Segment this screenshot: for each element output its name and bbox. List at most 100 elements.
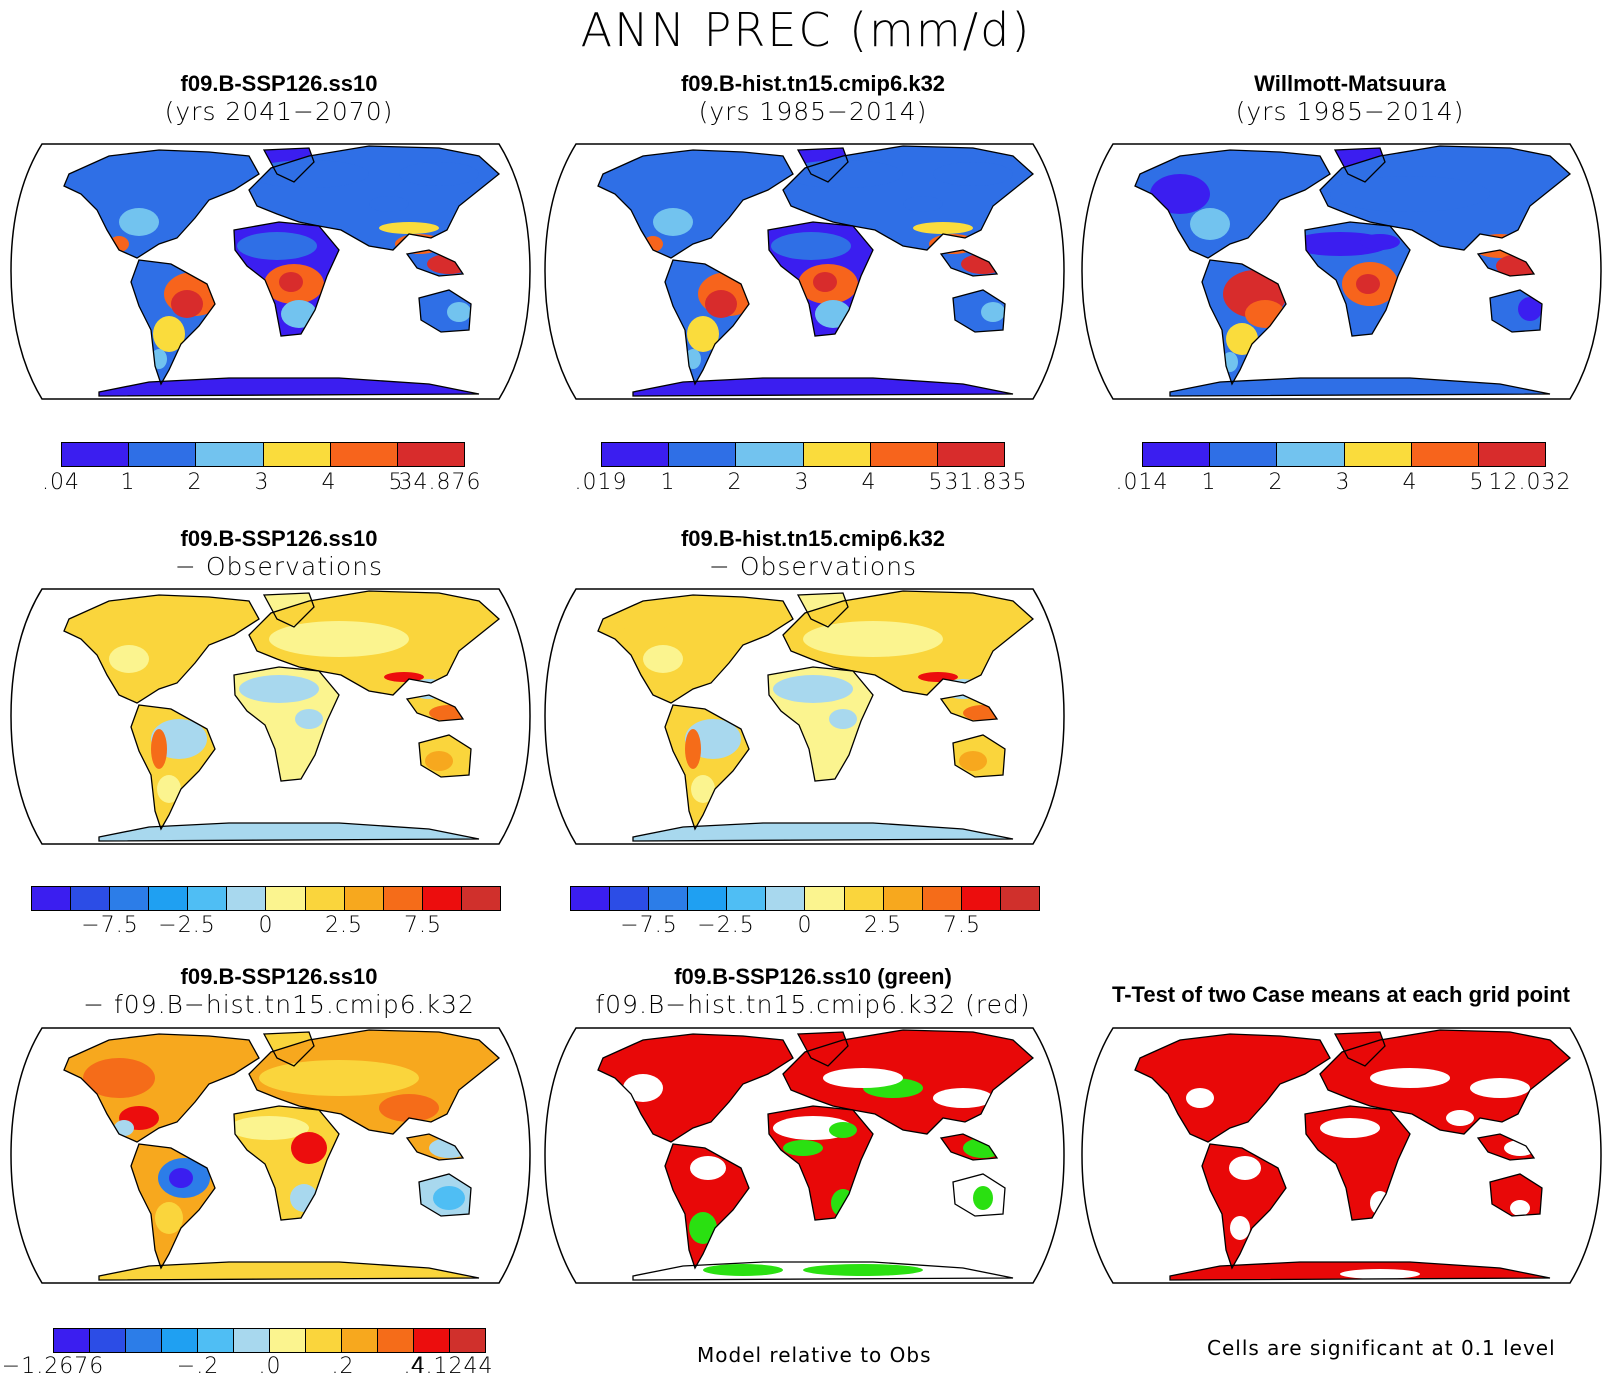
colorbar-tick-label: 3 <box>794 470 810 495</box>
panel-subtitle: f09.B−hist.tn15.cmip6.k32 (red) <box>595 990 1031 1019</box>
colorbar-swatch <box>227 887 267 910</box>
colorbar-tick-label: 4.1244 <box>410 1354 494 1379</box>
colorbar-swatch <box>1277 443 1345 466</box>
colorbar-tick-label: 4 <box>1402 470 1418 495</box>
colorbar-tick-label: 0 <box>797 913 813 938</box>
colorbar-tick-label: 2.5 <box>325 913 363 938</box>
colorbar-swatch <box>90 1329 126 1352</box>
colorbar <box>53 1328 486 1353</box>
panel-years: (yrs 1985−2014) <box>1235 97 1465 126</box>
footnote-significance: Cells are significant at 0.1 level <box>1207 1336 1556 1360</box>
colorbar-tick-label: 4 <box>321 470 337 495</box>
map-panel <box>1081 143 1602 400</box>
panel-case-name: f09.B-SSP126.ss10 (green) <box>674 964 952 989</box>
panel-case-name: f09.B-SSP126.ss10 <box>180 526 378 551</box>
colorbar-swatch <box>461 887 500 910</box>
colorbar-tick-label: .4 <box>403 1354 427 1379</box>
colorbar-swatch <box>937 443 1005 466</box>
colorbar <box>601 442 1005 467</box>
colorbar-tick-label: −1.2676 <box>1 1354 105 1379</box>
colorbar-tick-label: −7.5 <box>620 913 678 938</box>
colorbar-tick-label: 4 <box>861 470 877 495</box>
colorbar-swatch <box>306 1329 342 1352</box>
colorbar <box>31 886 501 911</box>
colorbar-swatch <box>883 887 923 910</box>
colorbar-swatch <box>422 887 462 910</box>
colorbar <box>570 886 1040 911</box>
panel-case-name: Willmott-Matsuura <box>1254 71 1446 96</box>
colorbar-tick-label: 7.5 <box>943 913 981 938</box>
colorbar-tick-label: −7.5 <box>81 913 139 938</box>
colorbar-swatch <box>32 887 72 910</box>
colorbar-tick-label: 2 <box>187 470 203 495</box>
colorbar-tick-label: 31.835 <box>944 470 1028 495</box>
panel-case-name: f09.B-SSP126.ss10 <box>180 964 378 989</box>
footnote-model-relative: Model relative to Obs <box>697 1343 932 1367</box>
colorbar-tick-label: .014 <box>1115 470 1169 495</box>
colorbar-swatch <box>844 887 884 910</box>
colorbar-tick-label: 12.032 <box>1488 470 1572 495</box>
colorbar-swatch <box>110 887 150 910</box>
panel-case-name: f09.B-SSP126.ss10 <box>180 71 378 96</box>
panel-years: (yrs 2041−2070) <box>164 97 394 126</box>
colorbar-swatch <box>805 887 845 910</box>
colorbar-tick-label: −.2 <box>176 1354 220 1379</box>
colorbar-swatch <box>266 887 306 910</box>
colorbar-swatch <box>162 1329 198 1352</box>
colorbar-swatch <box>188 887 228 910</box>
colorbar-swatch <box>803 443 871 466</box>
panel-subtitle: − Observations <box>174 552 384 581</box>
panel-title: f09.B-SSP126.ss10 − f09.B−hist.tn15.cmip… <box>9 963 549 1019</box>
colorbar-tick-label: 1 <box>120 470 136 495</box>
map-panel <box>10 143 531 400</box>
colorbar-swatch <box>378 1329 414 1352</box>
colorbar-swatch <box>149 887 189 910</box>
colorbar-swatch <box>610 887 650 910</box>
colorbar-tick-label: .019 <box>574 470 628 495</box>
colorbar-swatch <box>62 443 130 466</box>
colorbar-swatch <box>263 443 331 466</box>
colorbar-swatch <box>234 1329 270 1352</box>
panel-subtitle: − Observations <box>708 552 918 581</box>
panel-case-name: T-Test of two Case means at each grid po… <box>1111 982 1570 1007</box>
map-panel <box>544 143 1065 400</box>
map-panel <box>544 1027 1065 1284</box>
map-panel <box>544 588 1065 845</box>
panel-title: T-Test of two Case means at each grid po… <box>1071 981 1611 1009</box>
panel-case-name: f09.B-hist.tn15.cmip6.k32 <box>680 71 946 96</box>
panel-years: (yrs 1985−2014) <box>698 97 928 126</box>
colorbar-tick-label: 34.876 <box>398 470 482 495</box>
colorbar-swatch <box>571 887 611 910</box>
colorbar-swatch <box>450 1329 485 1352</box>
colorbar-tick-label: 7.5 <box>404 913 442 938</box>
colorbar-swatch <box>1478 443 1546 466</box>
colorbar-swatch <box>126 1329 162 1352</box>
colorbar-tick-label: 5 <box>928 470 944 495</box>
colorbar-tick-label: 3 <box>1335 470 1351 495</box>
colorbar-swatch <box>71 887 111 910</box>
colorbar-tick-label: 1 <box>1201 470 1217 495</box>
colorbar-swatch <box>1411 443 1479 466</box>
colorbar-swatch <box>383 887 423 910</box>
colorbar-swatch <box>305 887 345 910</box>
panel-title: f09.B-hist.tn15.cmip6.k32 − Observations <box>543 525 1083 581</box>
colorbar-swatch <box>397 443 465 466</box>
colorbar-swatch <box>414 1329 450 1352</box>
colorbar-tick-label: 5 <box>1469 470 1485 495</box>
colorbar <box>1142 442 1546 467</box>
colorbar-swatch <box>870 443 938 466</box>
panel-subtitle: − f09.B−hist.tn15.cmip6.k32 <box>83 990 475 1019</box>
colorbar-tick-label: −2.5 <box>158 913 216 938</box>
colorbar-tick-label: 2.5 <box>864 913 902 938</box>
colorbar-tick-label: 5 <box>388 470 404 495</box>
panel-case-name: f09.B-hist.tn15.cmip6.k32 <box>680 526 946 551</box>
colorbar-swatch <box>1000 887 1039 910</box>
colorbar-tick-label: 2 <box>727 470 743 495</box>
colorbar <box>61 442 465 467</box>
colorbar-tick-label: .2 <box>331 1354 355 1379</box>
colorbar-tick-label: 0 <box>258 913 274 938</box>
colorbar-tick-label: −2.5 <box>697 913 755 938</box>
colorbar-swatch <box>196 443 264 466</box>
colorbar-tick-label: 2 <box>1268 470 1284 495</box>
colorbar-swatch <box>602 443 670 466</box>
